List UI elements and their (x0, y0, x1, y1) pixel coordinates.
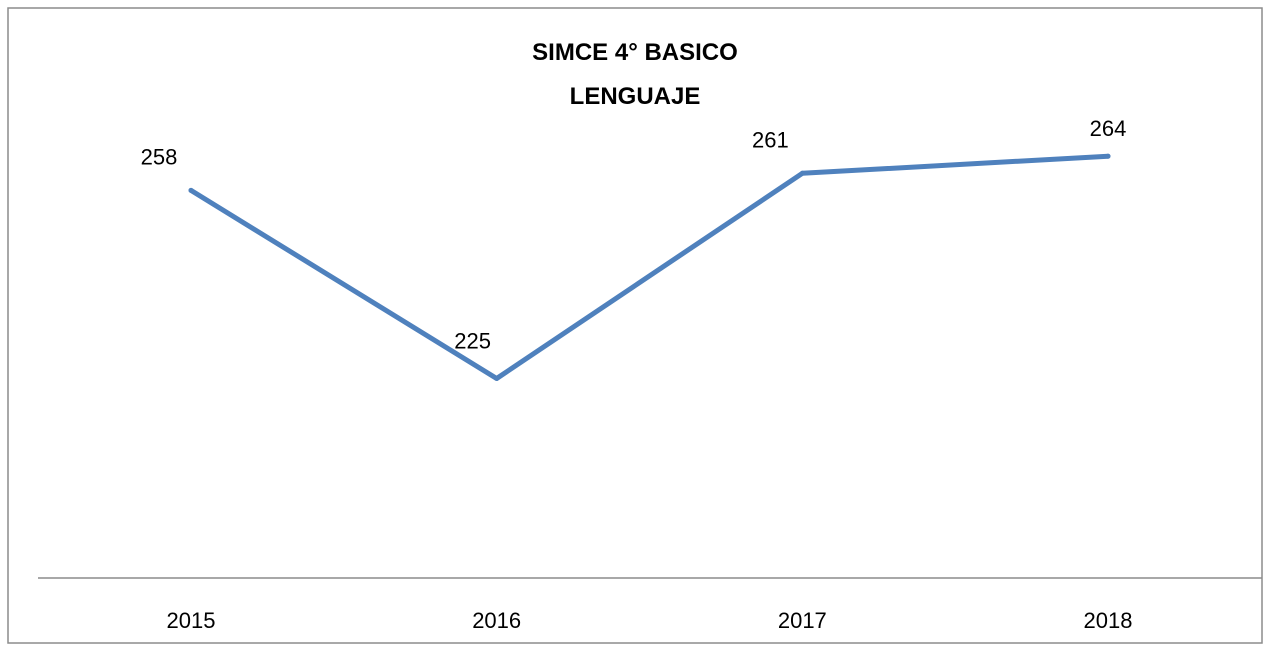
data-point-2015 (188, 187, 194, 193)
data-label-2017: 261 (752, 127, 789, 152)
data-point-2018 (1105, 153, 1111, 159)
data-point-2017 (799, 170, 805, 176)
x-tick-label-2017: 2017 (778, 608, 827, 633)
chart-subtitle: LENGUAJE (570, 83, 701, 110)
x-tick-label-2015: 2015 (167, 608, 216, 633)
x-tick-labels: 2015 2016 2017 2018 (167, 608, 1133, 633)
x-tick-label-2018: 2018 (1084, 608, 1133, 633)
x-tick-label-2016: 2016 (472, 608, 521, 633)
chart-title: SIMCE 4° BASICO (532, 39, 738, 66)
data-label-2015: 258 (141, 144, 178, 169)
data-label-2016: 225 (454, 329, 491, 354)
data-point-2016 (494, 376, 500, 381)
data-label-2018: 264 (1090, 116, 1127, 141)
series-line (188, 153, 1111, 381)
chart-frame (7, 7, 1263, 644)
data-labels: 258 225 261 264 (141, 116, 1127, 381)
